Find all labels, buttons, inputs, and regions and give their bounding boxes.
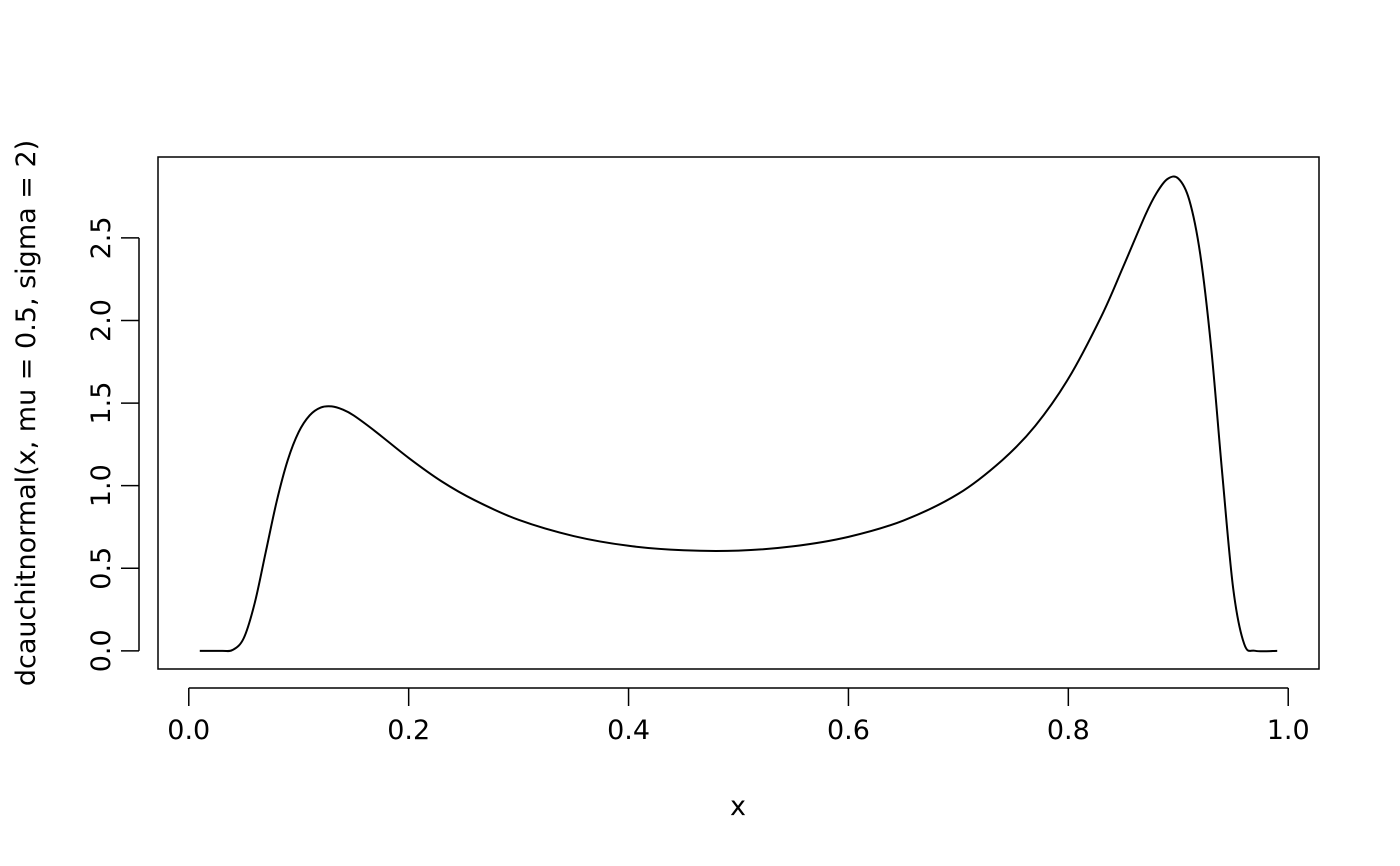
x-tick-label: 0.2 (387, 715, 430, 746)
x-tick-label: 0.4 (607, 715, 650, 746)
y-axis: 0.0 0.5 1.0 1.5 2.0 2.5 (86, 216, 140, 672)
density-curve (199, 175, 1278, 653)
x-tick-label: 0.6 (827, 715, 870, 746)
y-tick-label: 2.5 (86, 216, 117, 259)
x-axis-title: x (730, 791, 746, 822)
x-tick-label: 0.0 (167, 715, 210, 746)
y-tick-label: 0.5 (86, 547, 117, 590)
y-axis-title: dcauchitnormal(x, mu = 0.5, sigma = 2) (11, 140, 42, 686)
x-tick-label: 0.8 (1047, 715, 1090, 746)
y-tick-label: 0.0 (86, 629, 117, 672)
y-tick-label: 1.5 (86, 382, 117, 425)
y-tick-label: 1.0 (86, 464, 117, 507)
x-axis: 0.0 0.2 0.4 0.6 0.8 1.0 (167, 687, 1310, 746)
x-tick-label: 1.0 (1267, 715, 1310, 746)
plot-box (157, 156, 1320, 670)
y-tick-label: 2.0 (86, 299, 117, 342)
